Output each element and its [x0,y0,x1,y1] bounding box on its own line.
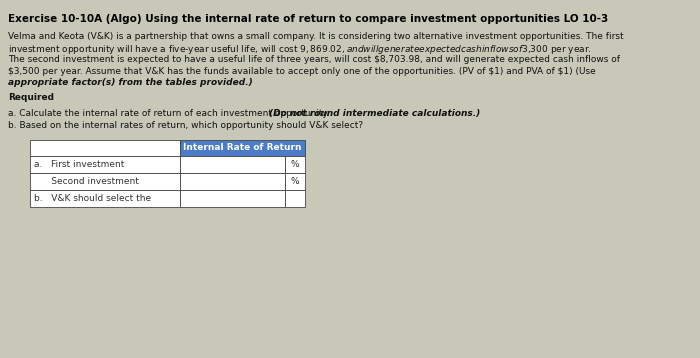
Text: Second investment: Second investment [34,177,139,186]
Text: $3,500 per year. Assume that V&K has the funds available to accept only one of t: $3,500 per year. Assume that V&K has the… [8,67,596,76]
Text: The second investment is expected to have a useful life of three years, will cos: The second investment is expected to hav… [8,55,620,64]
Bar [30,173,180,190]
Text: appropriate factor(s) from the tables provided.): appropriate factor(s) from the tables pr… [8,78,253,87]
Text: investment opportunity will have a five-year useful life, will cost $9,869.02, a: investment opportunity will have a five-… [8,44,592,57]
Text: %: % [290,160,300,169]
Text: b.   V&K should select the: b. V&K should select the [34,194,151,203]
Bar [180,190,285,207]
Bar [285,173,305,190]
Bar [30,156,180,173]
Text: Internal Rate of Return: Internal Rate of Return [183,144,302,153]
Bar [285,156,305,173]
Text: Required: Required [8,93,54,102]
Text: a.   First investment: a. First investment [34,160,125,169]
Text: Velma and Keota (V&K) is a partnership that owns a small company. It is consider: Velma and Keota (V&K) is a partnership t… [8,32,624,41]
Bar [180,173,285,190]
Bar [180,156,285,173]
Text: %: % [290,177,300,186]
Text: a. Calculate the internal rate of return of each investment opportunity.: a. Calculate the internal rate of return… [8,109,332,118]
Bar [180,140,305,156]
Text: (Do not round intermediate calculations.): (Do not round intermediate calculations.… [270,109,481,118]
Text: Exercise 10-10A (Algo) Using the internal rate of return to compare investment o: Exercise 10-10A (Algo) Using the interna… [8,14,608,24]
Bar [30,140,180,156]
Bar [30,190,180,207]
Text: b. Based on the internal rates of return, which opportunity should V&K select?: b. Based on the internal rates of return… [8,121,363,130]
Bar [285,190,305,207]
